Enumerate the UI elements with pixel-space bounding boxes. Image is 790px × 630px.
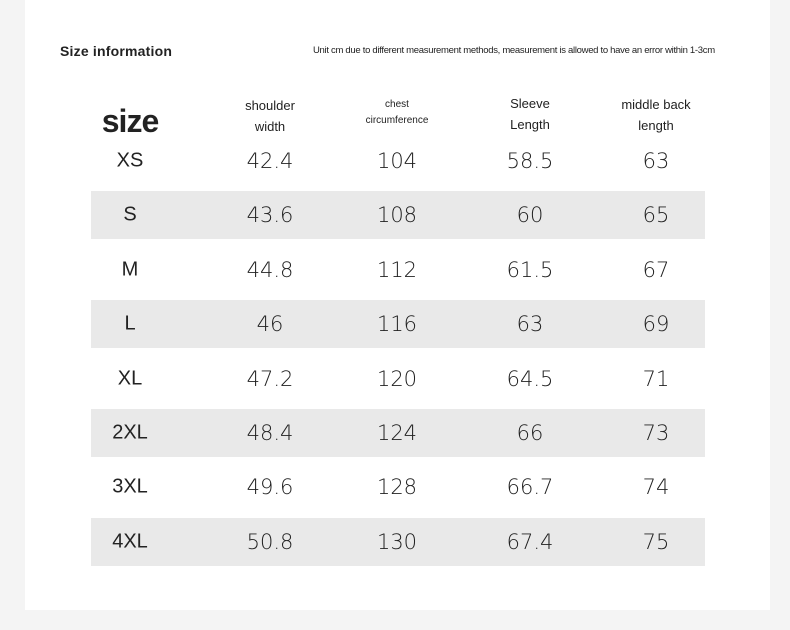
size-label: 4XL: [112, 530, 148, 553]
measurement: 66: [516, 421, 544, 445]
size-chart: Size information Unit cm due to differen…: [25, 0, 770, 610]
column-header: Sleeve Length: [510, 96, 550, 132]
row-band: [91, 517, 705, 566]
row-band: [91, 409, 705, 457]
measurement: 60: [516, 203, 544, 228]
measurement: 50.8: [246, 529, 294, 554]
measurement: 61.5: [506, 257, 554, 282]
size-label: 3XL: [112, 475, 148, 498]
column-header: shoulder width: [245, 98, 295, 134]
size-label: XS: [116, 149, 144, 172]
measurement: 46: [256, 312, 284, 337]
row-band: [91, 300, 705, 349]
measurement: 63: [516, 312, 544, 337]
measurement: 47.2: [246, 366, 294, 391]
measurement: 44.8: [246, 257, 294, 282]
measurement: 42.4: [246, 149, 294, 173]
row-band: [91, 191, 705, 240]
measurement: 130: [376, 529, 418, 554]
measurement: 69: [642, 312, 670, 337]
measurement: 75: [642, 529, 670, 554]
measurement: 63: [642, 149, 670, 173]
measurement: 43.6: [246, 203, 294, 228]
measurement: 49.6: [246, 475, 294, 500]
measurement: 66.7: [506, 475, 554, 500]
measurement: 104: [376, 149, 418, 173]
size-label: L: [124, 312, 136, 335]
measurement: 65: [642, 203, 670, 228]
measurement: 48.4: [246, 421, 294, 445]
measurement: 116: [376, 312, 418, 337]
column-header: size: [101, 103, 159, 139]
measurement: 67.4: [506, 529, 554, 554]
measurement: 58.5: [506, 149, 554, 173]
size-label: XL: [117, 367, 143, 390]
measurement: 112: [376, 257, 418, 282]
size-label: M: [121, 258, 139, 281]
measurement: 73: [642, 421, 670, 445]
note: Unit cm due to different measurement met…: [313, 45, 715, 56]
measurement: 124: [376, 421, 418, 445]
measurement: 64.5: [506, 366, 554, 391]
column-header: middle back length: [621, 97, 691, 133]
size-label: S: [123, 203, 137, 226]
measurement: 120: [376, 366, 418, 391]
measurement: 108: [376, 203, 418, 228]
measurement: 128: [376, 475, 418, 500]
measurement: 74: [642, 475, 670, 500]
title: Size information: [60, 43, 173, 59]
column-header: chest circumference: [365, 99, 429, 126]
size-label: 2XL: [112, 421, 148, 444]
measurement: 71: [642, 366, 670, 391]
measurement: 67: [642, 257, 670, 282]
